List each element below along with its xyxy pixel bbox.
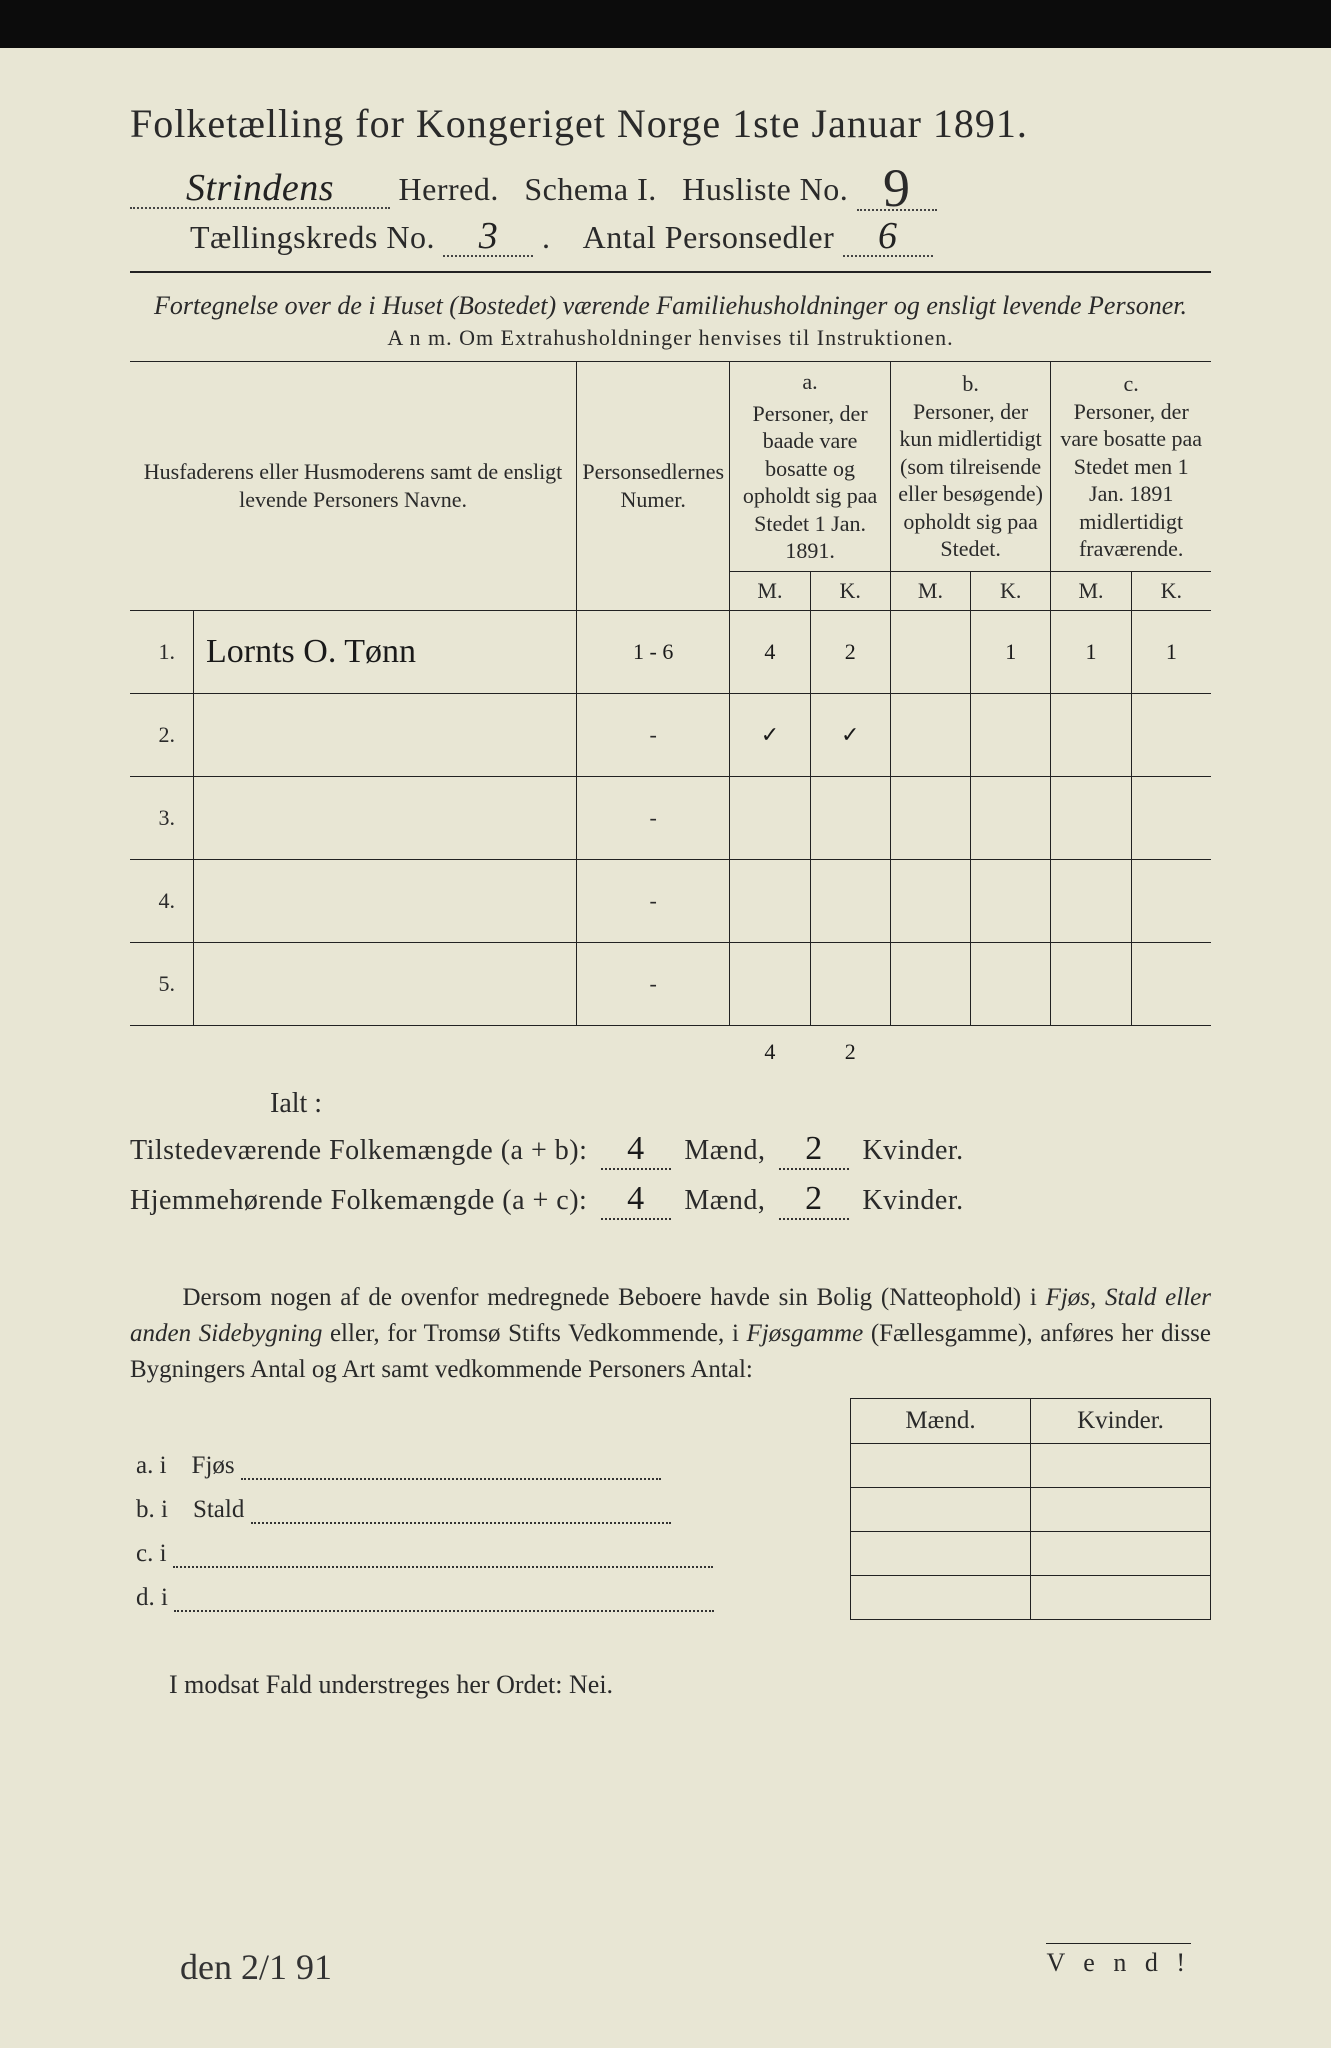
totals-under: 4 2 [130, 1025, 1211, 1078]
side-kvinder: Kvinder. [1031, 1399, 1211, 1444]
anm-note: A n m. Om Extrahusholdninger henvises ti… [130, 325, 1211, 351]
table-row: 1. Lornts O. Tønn 1 - 6 4 2 1 1 1 [130, 610, 1211, 693]
personsedler-no: 6 [878, 217, 898, 255]
col-a-k: K. [810, 571, 890, 610]
husliste-no: 9 [883, 161, 911, 215]
footer-line: I modsat Fald understreges her Ordet: Ne… [130, 1670, 1211, 1700]
col-b: b. Personer, der kun midlertidigt (som t… [890, 362, 1051, 572]
subtitle: Fortegnelse over de i Huset (Bostedet) v… [130, 291, 1211, 321]
table-row: 3. - [130, 776, 1211, 859]
col-numer: Personsedlernes Numer. [577, 362, 730, 611]
herred-label: Herred. [399, 171, 499, 207]
col-b-m: M. [890, 571, 970, 610]
side-building-table: Mænd. Kvinder. a. i Fjøs b. i Stald c. i… [130, 1398, 1211, 1620]
document-title: Folketælling for Kongeriget Norge 1ste J… [130, 100, 1211, 147]
margin-date-note: den 2/1 91 [180, 1946, 332, 1988]
col-names: Husfaderens eller Husmoderens samt de en… [130, 362, 577, 611]
col-c-k: K. [1131, 571, 1211, 610]
side-row: d. i [130, 1576, 1211, 1620]
vend-label: V e n d ! [1046, 1943, 1191, 1978]
side-maend: Mænd. [851, 1399, 1031, 1444]
table-row: 5. - [130, 942, 1211, 1025]
col-c: c. Personer, der vare bosatte paa Stedet… [1051, 362, 1211, 572]
personsedler-label: Antal Personsedler [583, 219, 835, 255]
kreds-label: Tællingskreds No. [190, 219, 435, 255]
table-row: 4. - [130, 859, 1211, 942]
schema-label: Schema I. [524, 171, 656, 207]
household-table: Husfaderens eller Husmoderens samt de en… [130, 361, 1211, 1078]
husliste-label: Husliste No. [682, 171, 848, 207]
kreds-no: 3 [479, 217, 499, 255]
col-c-m: M. [1051, 571, 1131, 610]
side-row: c. i [130, 1532, 1211, 1576]
sum-ab: Tilstedeværende Folkemængde (a + b): 4 M… [130, 1130, 1211, 1170]
col-b-k: K. [971, 571, 1051, 610]
herred-value: Strindens [130, 169, 390, 209]
table-row: 2. - ✓ ✓ [130, 693, 1211, 776]
side-row: a. i Fjøs [130, 1444, 1211, 1488]
ialt-label: Ialt : [270, 1088, 470, 1120]
col-a: a. Personer, der baade vare bosatte og o… [730, 362, 891, 572]
instruction-paragraph: Dersom nogen af de ovenfor medregnede Be… [130, 1280, 1211, 1389]
side-row: b. i Stald [130, 1488, 1211, 1532]
sum-ac: Hjemmehørende Folkemængde (a + c): 4 Mæn… [130, 1180, 1211, 1220]
col-a-m: M. [730, 571, 810, 610]
